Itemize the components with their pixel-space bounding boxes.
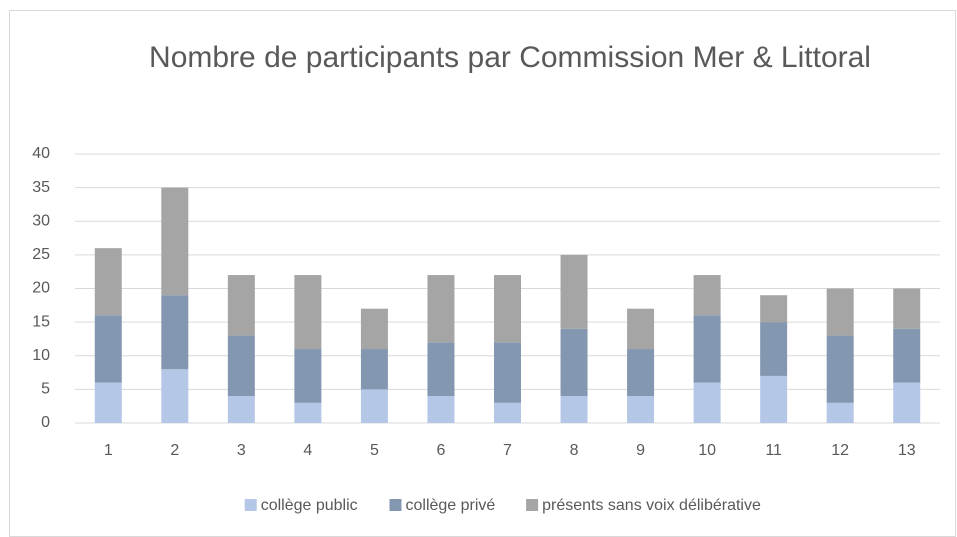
legend-swatch: [526, 499, 539, 511]
chart-title: Nombre de participants par Commission Me…: [149, 41, 871, 74]
bar-segment: [227, 275, 255, 336]
bar-segment: [494, 275, 521, 343]
y-tick-label: 0: [41, 414, 50, 431]
x-tick-label: 7: [503, 442, 512, 459]
x-tick-label: 10: [698, 442, 716, 459]
chart-border: [9, 10, 956, 537]
bar-segment: [294, 349, 322, 403]
bar-segment: [826, 402, 854, 423]
bar-segment: [560, 396, 588, 423]
bar-segment: [893, 328, 921, 383]
bar-segment: [161, 369, 189, 423]
bar-segment: [494, 402, 521, 423]
bar-segment: [560, 328, 588, 397]
bar-segment: [360, 308, 388, 350]
bar-segment: [826, 335, 854, 403]
bar-segment: [627, 349, 655, 397]
x-tick-label: 3: [237, 442, 246, 459]
bar-segment: [94, 382, 122, 423]
bar-segment: [893, 288, 921, 329]
legend-swatch: [244, 499, 257, 511]
bar-segment: [94, 315, 122, 383]
bar-segment: [893, 382, 921, 423]
bar-segment: [760, 322, 788, 376]
legend-label: collège privé: [406, 497, 496, 514]
bar-segment: [161, 295, 189, 370]
x-tick-label: 13: [898, 442, 916, 459]
legend-label: collège public: [261, 497, 358, 514]
x-tick-label: 1: [104, 442, 113, 459]
bar-segment: [360, 389, 388, 423]
y-tick-label: 10: [32, 347, 50, 364]
bar-segment: [693, 315, 721, 383]
bar-segment: [826, 288, 854, 336]
bar-segment: [427, 342, 455, 397]
x-tick-label: 6: [437, 442, 446, 459]
bar-segment: [760, 295, 788, 323]
bar-segment: [227, 335, 255, 397]
bar-segment: [161, 187, 189, 296]
x-tick-label: 12: [831, 442, 849, 459]
bar-segment: [494, 342, 521, 403]
x-tick-label: 2: [170, 442, 179, 459]
bar-segment: [427, 396, 455, 423]
bar-segment: [627, 308, 655, 350]
legend-swatch: [389, 499, 402, 511]
bar-segment: [427, 275, 455, 343]
bar-segment: [693, 275, 721, 316]
x-tick-label: 5: [370, 442, 379, 459]
bar-segment: [760, 375, 788, 423]
bar-segment: [294, 275, 322, 350]
bar-segment: [693, 382, 721, 423]
bar-segment: [294, 402, 322, 423]
bar-segment: [627, 396, 655, 423]
bar-segment: [94, 248, 122, 316]
x-tick-label: 4: [303, 442, 312, 459]
y-tick-label: 20: [32, 280, 50, 297]
y-tick-label: 15: [32, 313, 50, 330]
y-tick-label: 30: [32, 212, 50, 229]
x-tick-label: 9: [636, 442, 645, 459]
bar-segment: [560, 254, 588, 329]
y-tick-label: 5: [41, 381, 50, 398]
bar-segment: [360, 349, 388, 390]
y-tick-label: 40: [32, 145, 50, 162]
y-tick-label: 35: [32, 179, 50, 196]
legend-label: présents sans voix délibérative: [542, 497, 761, 514]
y-tick-label: 25: [32, 246, 50, 263]
bar-segment: [227, 396, 255, 423]
x-tick-label: 8: [570, 442, 579, 459]
x-tick-label: 11: [765, 442, 782, 459]
